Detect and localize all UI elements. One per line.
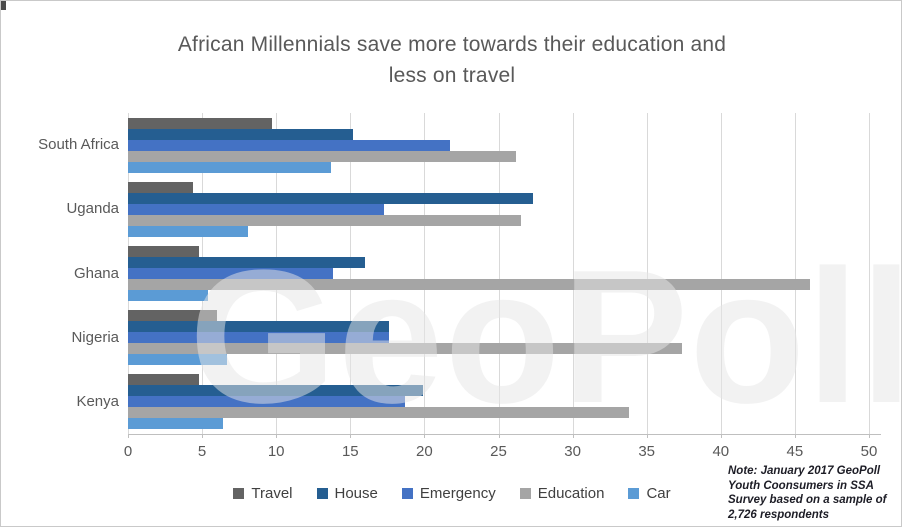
legend-label-travel: Travel <box>251 485 293 502</box>
x-tick-20 <box>424 434 426 438</box>
x-tick-45 <box>794 434 796 438</box>
x-tick-label-5: 5 <box>197 443 207 460</box>
bar-house-uganda <box>128 192 533 204</box>
category-label-ghana: Ghana <box>73 264 119 282</box>
legend-swatch-education <box>519 488 531 499</box>
x-tick-10 <box>276 434 278 438</box>
bar-education-uganda <box>128 214 521 226</box>
bar-travel-ghana <box>128 246 200 257</box>
chart-title-line-2: less on travel <box>388 64 516 87</box>
source-note-line-2: Youth Coonsumers in SSA <box>728 479 874 492</box>
gridline-35 <box>646 113 648 434</box>
x-tick-35 <box>646 434 648 438</box>
legend-label-house: House <box>334 485 378 502</box>
x-tick-40 <box>720 434 722 438</box>
category-label-nigeria: Nigeria <box>71 328 119 346</box>
legend-swatch-travel <box>233 488 245 499</box>
source-note-line-3: Survey based on a sample of <box>728 494 887 506</box>
gridline-25 <box>498 113 500 434</box>
x-tick-label-20: 20 <box>416 443 433 460</box>
x-axis-line <box>128 434 881 435</box>
legend-item-house: House <box>316 485 378 502</box>
bar-emergency-ghana <box>128 268 333 279</box>
bar-car-uganda <box>128 225 249 237</box>
x-tick-30 <box>572 434 574 438</box>
bar-travel-nigeria <box>128 310 217 322</box>
x-tick-label-15: 15 <box>341 443 359 460</box>
bar-car-kenya <box>128 418 223 430</box>
category-label-uganda: Uganda <box>66 200 119 218</box>
chart-legend: Travel House Emergency Education Car <box>1 485 901 502</box>
legend-swatch-house <box>316 488 328 499</box>
legend-swatch-car <box>628 488 640 499</box>
bar-car-south-africa <box>128 161 332 173</box>
gridline-40 <box>720 113 722 434</box>
x-tick-label-35: 35 <box>638 443 656 460</box>
x-tick-label-40: 40 <box>712 443 730 460</box>
x-tick-label-10: 10 <box>267 443 285 460</box>
legend-label-education: Education <box>537 485 605 502</box>
gridline-20 <box>424 113 426 434</box>
x-tick-5 <box>202 434 204 438</box>
legend-label-car: Car <box>646 485 671 502</box>
chart-title-line-1: African Millennials save more towards th… <box>177 33 727 56</box>
bar-education-ghana <box>128 279 810 290</box>
x-tick-label-50: 50 <box>860 443 878 460</box>
bar-emergency-uganda <box>128 203 385 215</box>
bar-travel-south-africa <box>128 117 272 129</box>
legend-item-car: Car <box>628 485 671 502</box>
gridline-15 <box>350 113 352 434</box>
x-tick-50 <box>869 434 870 438</box>
bar-car-ghana <box>128 290 209 301</box>
legend-swatch-emergency <box>401 488 413 499</box>
bar-house-ghana <box>128 257 366 268</box>
bar-emergency-nigeria <box>128 332 389 344</box>
x-tick-label-25: 25 <box>490 443 507 460</box>
gridline-50 <box>869 113 870 434</box>
bar-education-kenya <box>128 407 629 419</box>
screen-corner-artifact <box>1 1 6 10</box>
bar-travel-kenya <box>128 374 200 386</box>
gridline-30 <box>572 113 574 434</box>
source-note-line-1: Note: January 2017 GeoPoll <box>728 465 881 477</box>
chart-title: African Millennials save more towards th… <box>1 29 901 91</box>
bar-emergency-south-africa <box>128 139 450 151</box>
category-label-south-africa: South Africa <box>38 136 119 154</box>
bar-education-south-africa <box>128 150 517 162</box>
legend-item-emergency: Emergency <box>401 485 496 502</box>
gridline-45 <box>794 113 796 434</box>
bar-house-nigeria <box>128 321 389 333</box>
bar-emergency-kenya <box>128 396 406 408</box>
bar-car-nigeria <box>128 354 228 366</box>
legend-label-emergency: Emergency <box>419 485 496 502</box>
x-tick-label-45: 45 <box>786 443 804 460</box>
source-note: Note: January 2017 GeoPoll Youth Coonsum… <box>728 464 901 522</box>
x-tick-25 <box>498 434 500 438</box>
legend-item-travel: Travel <box>233 485 293 502</box>
bar-education-nigeria <box>128 343 683 355</box>
x-tick-15 <box>350 434 352 438</box>
x-tick-label-30: 30 <box>564 443 581 460</box>
bar-house-south-africa <box>128 128 354 140</box>
bar-house-kenya <box>128 385 423 397</box>
x-tick-0 <box>128 434 129 438</box>
source-note-line-4: 2,726 respondents <box>728 508 829 521</box>
x-tick-label-0: 0 <box>123 443 133 460</box>
category-label-kenya: Kenya <box>76 392 119 410</box>
bar-travel-uganda <box>128 181 194 193</box>
legend-item-education: Education <box>519 485 605 502</box>
